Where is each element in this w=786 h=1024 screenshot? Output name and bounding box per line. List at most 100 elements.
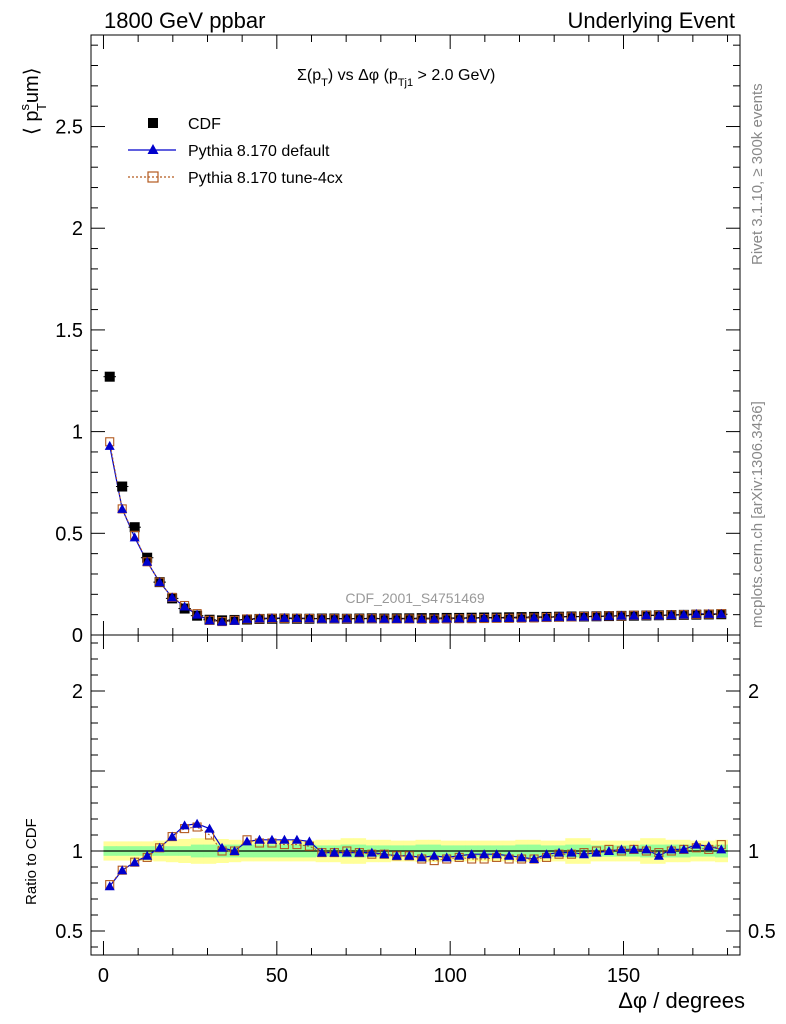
default-point bbox=[129, 532, 140, 542]
ratio-default-point bbox=[416, 852, 427, 862]
main-y-tick-label: 1.5 bbox=[55, 320, 83, 342]
ratio-y-label: Ratio to CDF bbox=[23, 818, 40, 905]
default-point bbox=[242, 613, 253, 623]
default-point bbox=[566, 611, 577, 621]
ratio-panel-frame bbox=[90, 634, 741, 956]
default-point bbox=[167, 592, 178, 602]
ratio-default-point bbox=[653, 850, 664, 860]
ratio-default-point bbox=[167, 831, 178, 841]
default-point bbox=[678, 609, 689, 619]
ratio-default-point bbox=[491, 849, 502, 859]
default-point bbox=[329, 613, 340, 623]
ratio-default-point bbox=[242, 836, 253, 846]
main-y-tick-label: 2 bbox=[72, 218, 83, 240]
ratio-default-point bbox=[254, 834, 265, 844]
ratio-default-point bbox=[628, 844, 639, 854]
default-point bbox=[454, 613, 465, 623]
cdf-point bbox=[117, 481, 128, 492]
default-point bbox=[416, 613, 427, 623]
default-point bbox=[179, 601, 190, 611]
default-point bbox=[653, 610, 664, 620]
ratio-y-tick-label: 0.5 bbox=[55, 921, 83, 943]
default-point bbox=[354, 613, 365, 623]
ratio-y-tick-label: 2 bbox=[72, 681, 83, 703]
ratio-default-point bbox=[304, 836, 315, 846]
legend-marker-cdf bbox=[148, 118, 158, 128]
ratio-x-tick-label: 0 bbox=[98, 965, 109, 987]
default-point bbox=[154, 577, 165, 587]
default-point bbox=[279, 612, 290, 622]
main-y-label: ⟨ ps Tum⟩ bbox=[17, 67, 49, 135]
main-title: Σ(pT) vs Δφ (pTj1 > 2.0 GeV) bbox=[297, 67, 495, 89]
default-point bbox=[529, 612, 540, 622]
ratio-default-point bbox=[641, 844, 652, 854]
ratio-default-point bbox=[454, 850, 465, 860]
legend-marker-tune bbox=[147, 171, 159, 183]
ratio-default-point bbox=[541, 849, 552, 859]
legend-marker-default bbox=[147, 144, 159, 154]
ratio-default-point bbox=[666, 844, 677, 854]
ratio-default-point bbox=[354, 847, 365, 857]
default-point bbox=[466, 613, 477, 623]
default-point bbox=[304, 613, 315, 623]
title-end: > 2.0 GeV) bbox=[413, 67, 495, 84]
legend: CDF Pythia 8.170 default Pythia 8.170 tu… bbox=[128, 116, 343, 187]
ratio-default-point bbox=[429, 850, 440, 860]
ratio-default-point bbox=[703, 841, 714, 851]
default-point bbox=[666, 609, 677, 619]
default-point bbox=[591, 611, 602, 621]
ratio-default-point bbox=[391, 850, 402, 860]
header-collision: 1800 GeV ppbar bbox=[104, 8, 265, 33]
ratio-default-point bbox=[578, 849, 589, 859]
default-point bbox=[229, 615, 240, 625]
ylabel-sub: T bbox=[34, 103, 49, 111]
mcplots-label: mcplots.cern.ch [arXiv:1306.3436] bbox=[749, 401, 766, 628]
ratio-y-tick-label-right: 1 bbox=[748, 841, 759, 863]
ratio-default-point bbox=[204, 823, 215, 833]
ratio-default-point bbox=[516, 852, 527, 862]
main-y-tick-label: 0.5 bbox=[55, 523, 83, 545]
ratio-default-point bbox=[266, 834, 277, 844]
default-point bbox=[192, 609, 203, 619]
ratio-y-tick-label-right: 0.5 bbox=[748, 921, 776, 943]
default-point bbox=[104, 440, 115, 450]
default-point bbox=[504, 612, 515, 622]
ratio-default-point bbox=[479, 849, 490, 859]
ratio-y-tick-label-right: 2 bbox=[748, 681, 759, 703]
ratio-default-point bbox=[179, 820, 190, 830]
ratio-default-point bbox=[404, 850, 415, 860]
ratio-default-point bbox=[504, 850, 515, 860]
default-point bbox=[516, 612, 527, 622]
ratio-plot-area bbox=[103, 818, 729, 891]
ratio-default-point bbox=[379, 849, 390, 859]
default-point bbox=[217, 616, 228, 626]
ylabel-open: ⟨ p bbox=[21, 111, 43, 135]
default-point bbox=[341, 613, 352, 623]
default-point bbox=[716, 608, 727, 618]
ratio-default-point bbox=[316, 847, 327, 857]
default-point bbox=[441, 613, 452, 623]
default-point bbox=[578, 611, 589, 621]
cdf-point bbox=[104, 371, 115, 382]
analysis-watermark: CDF_2001_S4751469 bbox=[345, 590, 485, 606]
header-analysis: Underlying Event bbox=[567, 8, 735, 33]
default-point bbox=[554, 611, 565, 621]
main-y-tick-label: 1 bbox=[72, 422, 83, 444]
default-point bbox=[603, 611, 614, 621]
legend-label-default: Pythia 8.170 default bbox=[188, 143, 330, 160]
ratio-x-tick-label: 100 bbox=[433, 965, 466, 987]
main-y-tick-label: 0 bbox=[72, 625, 83, 647]
ratio-default-point bbox=[554, 847, 565, 857]
ratio-default-point bbox=[229, 846, 240, 855]
default-point bbox=[703, 608, 714, 618]
default-point bbox=[117, 503, 128, 513]
default-point bbox=[616, 610, 627, 620]
default-point bbox=[254, 613, 265, 623]
default-point bbox=[366, 613, 377, 623]
ratio-default-point bbox=[591, 847, 602, 857]
ratio-default-point bbox=[366, 847, 377, 857]
default-point bbox=[641, 610, 652, 620]
default-point bbox=[491, 612, 502, 622]
ratio-default-point bbox=[104, 881, 115, 891]
